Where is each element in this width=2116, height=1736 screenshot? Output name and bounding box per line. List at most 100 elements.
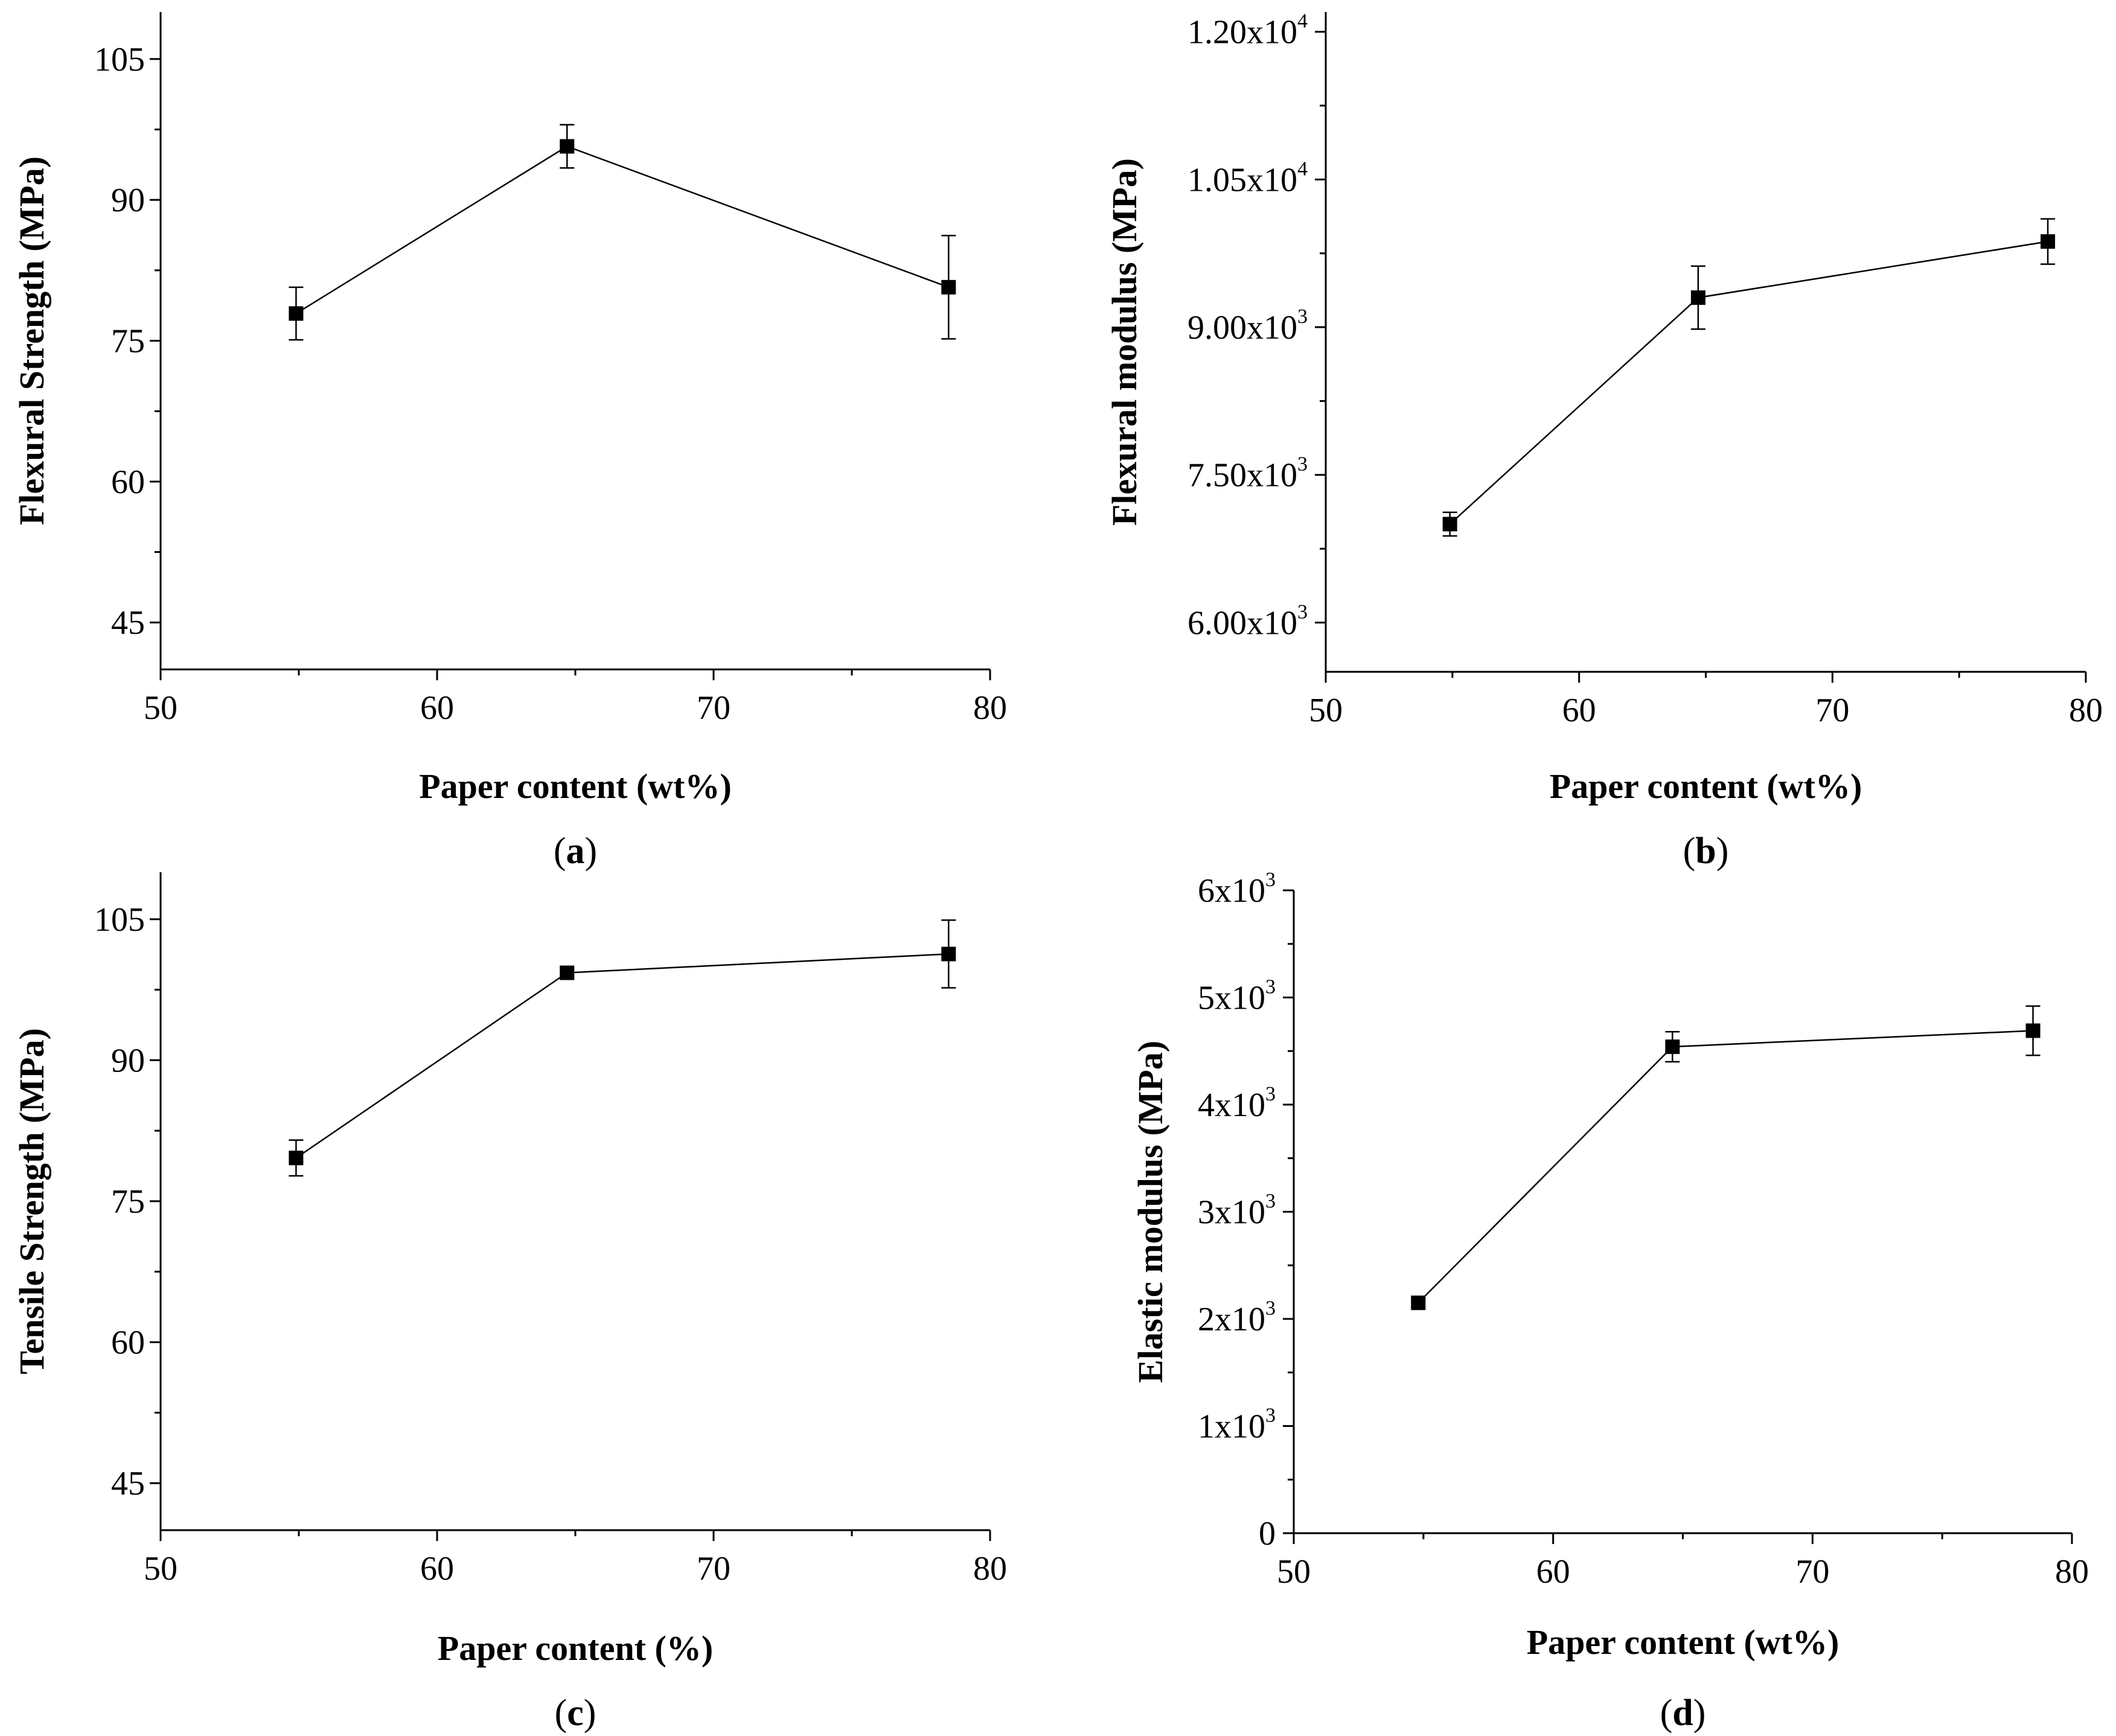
x-tick-label: 70 (1795, 1553, 1829, 1591)
x-axis-title: Paper content (wt%) (1550, 767, 1862, 806)
y-tick-exponent: 3 (1265, 1190, 1276, 1213)
data-point-marker (2041, 234, 2056, 249)
y-tick-exponent: 3 (1297, 601, 1308, 623)
data-point-marker (289, 306, 304, 321)
panel-paren-close: ) (585, 831, 598, 872)
data-point-marker (1690, 290, 1705, 305)
y-tick-label: 2x103 (1198, 1297, 1276, 1338)
x-tick-label: 80 (973, 1550, 1007, 1588)
data-point-marker (2025, 1023, 2041, 1038)
y-tick-base: 0 (1259, 1515, 1276, 1553)
chart-panel-4: 50 60 70 8001x1032x1033x1034x1035x1036x103P… (1131, 869, 2089, 1734)
x-axis-title: Paper content (wt%) (1527, 1623, 1840, 1662)
panel-paren-open: ( (555, 1693, 567, 1734)
y-tick-exponent: 3 (1297, 453, 1308, 476)
y-tick-base: 105 (94, 41, 145, 78)
y-tick-base: 45 (111, 1465, 145, 1502)
y-tick-base: 9.00x10 (1187, 309, 1297, 346)
panel-paren-close: ) (584, 1693, 596, 1734)
y-axis-title: Elastic modulus (MPa) (1131, 1041, 1170, 1383)
panel-paren-open: ( (554, 831, 566, 872)
x-tick-label: 50 (144, 689, 177, 727)
panel-letter: a (566, 831, 585, 872)
y-tick-base: 45 (111, 604, 145, 642)
panel-paren-close: ) (1716, 831, 1729, 872)
y-tick-base: 1.20x10 (1187, 14, 1297, 51)
y-axis-title: Flexural modulus (MPa) (1105, 158, 1144, 526)
data-point-marker (1411, 1295, 1426, 1310)
y-tick-label: 0 (1259, 1515, 1276, 1553)
y-tick-base: 3x10 (1198, 1194, 1265, 1231)
y-tick-label: 1.05x104 (1187, 158, 1308, 199)
y-tick-base: 75 (111, 323, 145, 360)
y-tick-label: 1x103 (1198, 1405, 1276, 1446)
data-point-marker (1665, 1039, 1680, 1055)
panel-paren-close: ) (1693, 1693, 1706, 1734)
panel-letter: c (567, 1693, 584, 1734)
x-tick-label: 80 (2069, 692, 2103, 729)
y-tick-label: 105 (94, 41, 145, 78)
x-axis-title: Paper content (%) (438, 1629, 713, 1668)
x-tick-label: 60 (1536, 1553, 1570, 1591)
y-tick-base: 90 (111, 1042, 145, 1079)
y-tick-label: 6x103 (1198, 869, 1276, 910)
y-tick-base: 60 (111, 464, 145, 501)
x-tick-label: 60 (1562, 692, 1596, 729)
y-tick-exponent: 3 (1265, 1297, 1276, 1320)
panel-letter: b (1695, 831, 1716, 872)
y-tick-label: 7.50x103 (1187, 453, 1308, 494)
x-tick-label: 70 (1815, 692, 1849, 729)
panel-label: (a) (554, 831, 597, 872)
data-point-marker (289, 1150, 304, 1166)
y-tick-label: 45 (111, 1465, 145, 1502)
panel-paren-open: ( (1660, 1693, 1673, 1734)
y-tick-exponent: 3 (1265, 869, 1276, 891)
series-line (295, 953, 949, 1159)
panel-label: (d) (1660, 1693, 1706, 1734)
y-tick-label: 90 (111, 182, 145, 219)
y-tick-base: 1.05x10 (1187, 161, 1297, 199)
y-tick-base: 90 (111, 182, 145, 219)
data-point-marker (560, 139, 575, 154)
x-tick-label: 80 (2055, 1553, 2089, 1591)
y-tick-exponent: 4 (1297, 10, 1308, 33)
y-tick-base: 1x10 (1198, 1408, 1265, 1446)
x-tick-label: 50 (1277, 1553, 1311, 1591)
y-tick-label: 4x103 (1198, 1083, 1276, 1124)
chart-panel-1: 50 60 70 80 45 60 75 90 105 Paper content (wt%) Fl… (12, 12, 1007, 872)
series-line (1418, 1030, 2033, 1304)
panel-label: (c) (555, 1693, 596, 1734)
panel-letter: d (1672, 1693, 1693, 1734)
y-tick-label: 75 (111, 1183, 145, 1221)
y-tick-label: 1.20x104 (1187, 10, 1308, 51)
y-tick-label: 3x103 (1198, 1190, 1276, 1231)
y-tick-base: 6x10 (1198, 872, 1265, 910)
y-tick-exponent: 3 (1265, 1405, 1276, 1427)
y-tick-base: 105 (94, 901, 145, 939)
y-tick-exponent: 3 (1265, 1083, 1276, 1105)
series-line (1449, 240, 2048, 525)
y-axis-title: Flexural Strength (MPa) (12, 156, 51, 525)
y-tick-label: 60 (111, 464, 145, 501)
y-tick-label: 75 (111, 323, 145, 360)
y-tick-base: 7.50x10 (1187, 457, 1297, 494)
y-tick-label: 6.00x103 (1187, 601, 1308, 642)
x-axis-title: Paper content (wt%) (419, 767, 732, 806)
y-tick-label: 45 (111, 604, 145, 642)
x-tick-label: 60 (420, 689, 454, 727)
x-tick-label: 50 (1309, 692, 1343, 729)
y-tick-label: 5x103 (1198, 976, 1276, 1017)
data-point-marker (560, 965, 575, 980)
panel-label: (b) (1683, 831, 1729, 872)
panel-paren-open: ( (1683, 831, 1696, 872)
chart-panel-3: 50 60 70 80 45 60 75 90 105 Paper content (%) Tens… (12, 872, 1007, 1734)
y-axis-title: Tensile Strength (MPa) (12, 1028, 51, 1374)
data-point-marker (941, 279, 956, 295)
y-tick-base: 5x10 (1198, 980, 1265, 1017)
x-tick-label: 50 (144, 1550, 177, 1588)
y-tick-base: 4x10 (1198, 1087, 1265, 1124)
y-tick-base: 2x10 (1198, 1301, 1265, 1338)
y-tick-label: 60 (111, 1324, 145, 1362)
chart-panel-2: 50 60 70 806.00x1037.50x1039.00x1031.05x104… (1105, 10, 2103, 872)
